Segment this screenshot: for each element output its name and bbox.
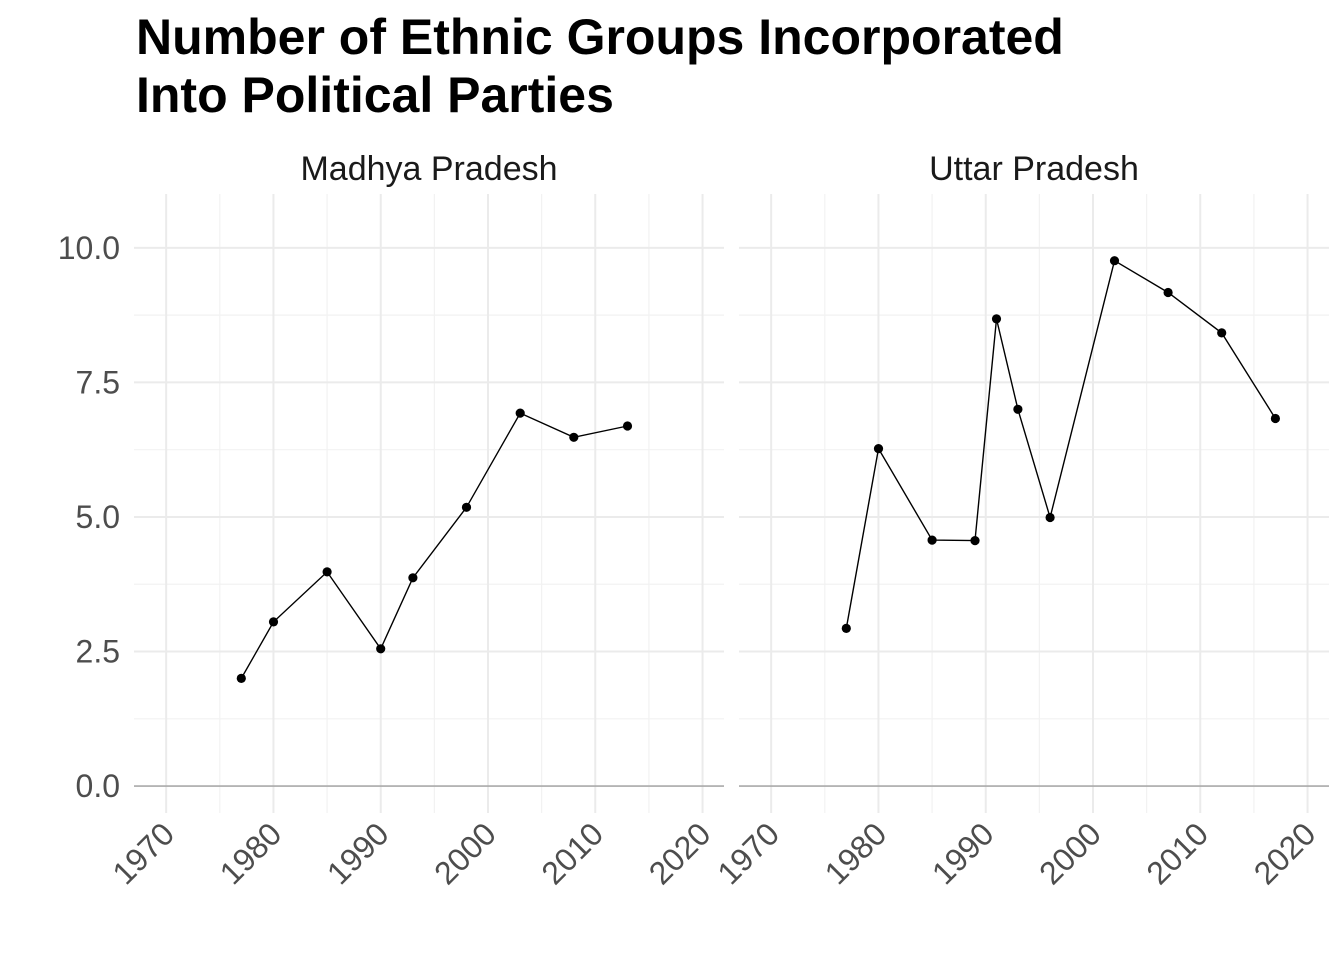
data-point <box>1217 328 1227 338</box>
data-point <box>622 421 633 431</box>
x-tick-label: 2010 <box>1139 815 1215 891</box>
x-tick-label: 1970 <box>105 815 181 891</box>
data-point <box>376 644 386 654</box>
chart-title-line-1: Number of Ethnic Groups Incorporated <box>136 9 1064 65</box>
x-tick-label: 1970 <box>710 815 786 891</box>
x-tick-label: 1980 <box>818 815 894 891</box>
data-point <box>1109 256 1120 266</box>
x-tick-label: 1980 <box>213 815 289 891</box>
facet-strip-label: Uttar Pradesh <box>929 150 1139 188</box>
data-point <box>1045 512 1055 523</box>
data-point <box>1163 287 1173 298</box>
data-point <box>515 408 525 418</box>
data-point <box>1013 404 1023 414</box>
data-point <box>322 567 332 577</box>
data-point <box>236 673 246 684</box>
x-tick-label: 2020 <box>642 815 718 891</box>
x-tick-label: 2000 <box>1032 815 1108 891</box>
y-tick-label: 5.0 <box>76 499 120 535</box>
data-point <box>991 314 1002 324</box>
data-point <box>1270 413 1280 424</box>
y-tick-label: 2.5 <box>76 634 120 670</box>
data-point <box>927 535 937 545</box>
x-tick-label: 2000 <box>427 815 503 891</box>
chart-title: Number of Ethnic Groups Incorporated Int… <box>136 8 1064 124</box>
y-tick-label: 7.5 <box>76 364 120 400</box>
chart-title-line-2: Into Political Parties <box>136 67 614 123</box>
data-point <box>873 444 884 454</box>
series-line <box>845 259 1276 629</box>
x-tick-label: 2010 <box>534 815 610 891</box>
y-tick-label: 0.0 <box>76 768 120 804</box>
data-point <box>408 573 418 583</box>
facet-panel-1: Madhya Pradesh 1970 1980 1990 2000 2010 2020 0.… <box>58 150 724 891</box>
facet-panel-2: Uttar Pradesh 1970 1980 1990 2000 2010 2020 <box>710 150 1329 891</box>
x-tick-label: 1990 <box>925 815 1001 891</box>
facet-strip-label: Madhya Pradesh <box>300 150 557 188</box>
y-tick-label: 10.0 <box>58 230 120 266</box>
data-point <box>970 536 980 546</box>
data-point <box>569 432 579 442</box>
data-point <box>268 617 279 627</box>
data-point <box>461 502 472 512</box>
data-point <box>841 623 851 634</box>
x-tick-label: 1990 <box>320 815 396 891</box>
x-tick-label: 2020 <box>1247 815 1323 891</box>
